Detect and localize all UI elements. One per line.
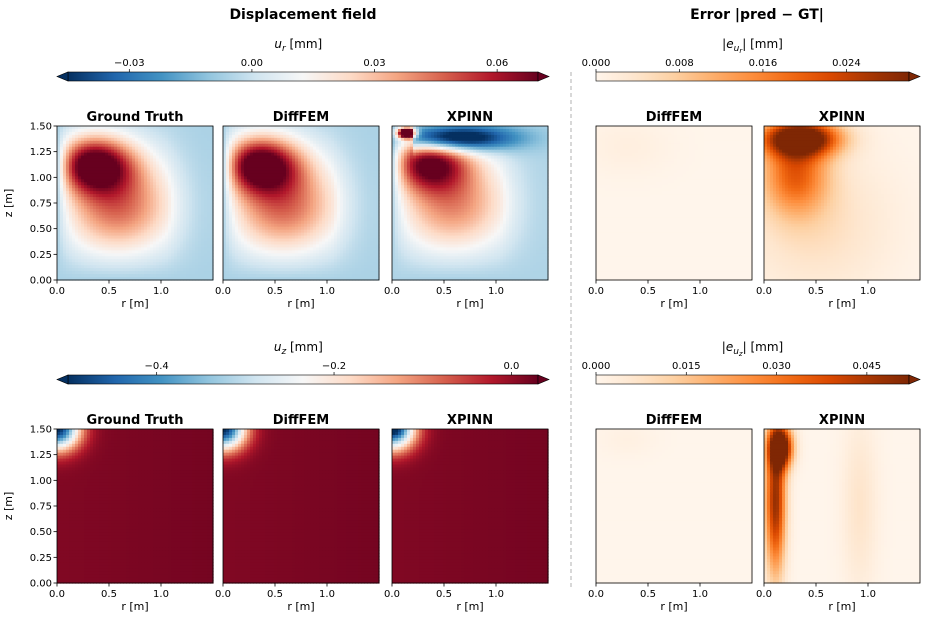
- colorbar-label-ur: ur [mm]: [274, 37, 322, 54]
- error-colorbar-ur-tick-label: 0.008: [665, 58, 694, 69]
- colorbar-ur-bar: [68, 72, 538, 81]
- colorbar-ur-extend-max: [538, 72, 549, 81]
- panel-ur-ground-truth-ytick-label: 1.25: [30, 147, 52, 158]
- error-colorbar-ur-bar: [596, 72, 909, 81]
- panel-ur-difffem-title: DiffFEM: [273, 110, 329, 125]
- panel-ur-ground-truth-xtick-label: 0.0: [49, 286, 65, 297]
- section-title-left: Displacement field: [229, 7, 376, 23]
- colorbar-ur-tick-label: −0.03: [114, 58, 145, 69]
- error-colorbar-ur-tick-label: 0.000: [582, 58, 611, 69]
- panel-ur-ground-truth-xlabel: r [m]: [121, 297, 148, 310]
- colorbar-ur-tick-label: 0.00: [241, 58, 263, 69]
- panel-ur-ground-truth-title: Ground Truth: [87, 110, 184, 125]
- panel-ur-ground-truth-ytick-label: 0.75: [30, 199, 52, 210]
- panel-ur-ground-truth-ytick-label: 0.25: [30, 250, 52, 261]
- error-colorbar-ur-tick-label: 0.016: [749, 58, 778, 69]
- panel-ur-ground-truth-ytick-label: 0.00: [30, 276, 52, 287]
- panel-ur-ground-truth-xtick-label: 1.0: [153, 286, 169, 297]
- panel-ur-ground-truth-heatmap: [57, 126, 214, 281]
- colorbar-ur-tick-label: 0.06: [486, 58, 508, 69]
- panel-ur-difffem-heatmap: [223, 126, 380, 281]
- panel-ur-ground-truth-ytick-label: 0.50: [30, 224, 52, 235]
- section-title-right: Error |pred − GT|: [690, 7, 824, 23]
- error-colorbar-label-ur: |eur| [mm]: [722, 37, 783, 55]
- colorbar-ur-extend-min: [57, 72, 68, 81]
- panel-ur-ground-truth-ytick-label: 1.50: [30, 122, 52, 133]
- error-colorbar-ur-extend-max: [909, 72, 920, 81]
- plots: ur [mm] −0.03 0.00 0.03 0.06 |eur| [mm] 0.000 0…: [2, 37, 921, 613]
- panel-ur-ground-truth-ylabel: z [m]: [2, 189, 15, 218]
- panel-ur-ground-truth-ytick-label: 1.00: [30, 173, 52, 184]
- colorbar-ur-tick-label: 0.03: [363, 58, 385, 69]
- panel-ur-ground-truth-xtick-label: 0.5: [101, 286, 117, 297]
- error-colorbar-ur-tick-label: 0.024: [832, 58, 861, 69]
